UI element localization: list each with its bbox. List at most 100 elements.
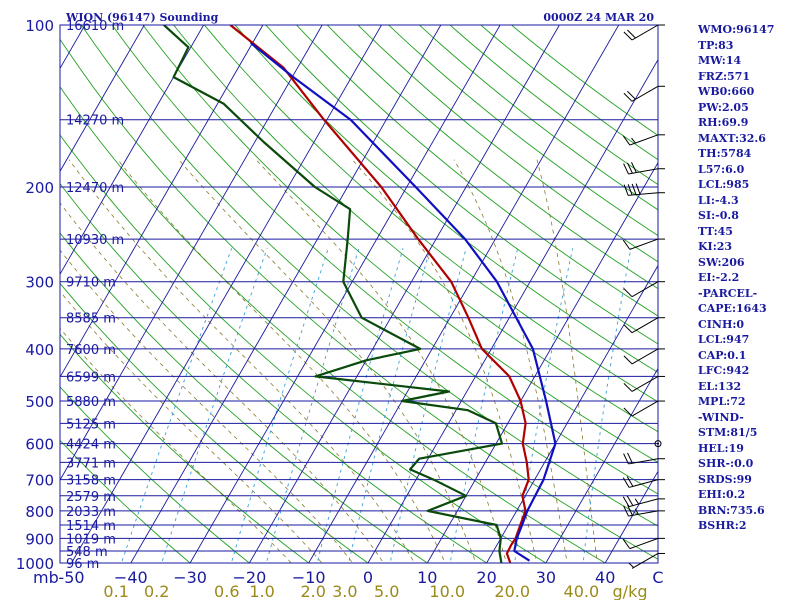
moist-adiabat [536,159,598,563]
pressure-label: 400 [25,341,54,359]
mixing-ratio-unit: g/kg [613,582,648,600]
index-item: CAP:0.1 [698,348,747,362]
isotherm [71,25,382,563]
pressure-label: 300 [25,274,54,292]
wind-barb [623,183,665,196]
sounding-datetime: 0000Z 24 MAR 20 [543,11,654,24]
height-label: 5125 m [66,417,116,432]
wind-barb [623,85,665,102]
index-item: CINH:0 [698,317,745,331]
temperature-tick-label: −10 [292,568,326,587]
index-item: BRN:735.6 [698,503,765,517]
index-item: HEL:19 [698,441,744,455]
pressure-label: 200 [25,179,54,197]
moist-adiabat [117,159,446,563]
isotherm [60,25,204,276]
height-label: 3771 m [66,456,116,471]
temperature-tick-label: −30 [173,568,207,587]
isotherm [60,25,323,481]
height-label: 4424 m [66,438,116,453]
mixing-ratio-line [348,248,431,563]
height-label: 5880 m [66,395,116,410]
index-item: L57:6.0 [698,162,745,176]
dry-adiabat [326,25,658,290]
moist-adiabat [60,202,385,563]
height-label: 548 m [66,545,108,560]
dry-adiabat [295,25,658,317]
moist-adiabat [453,159,568,563]
y-unit-label: mb [33,568,59,587]
height-label: 6599 m [66,370,116,385]
index-item: WMO:96147 [698,23,775,36]
dewpoint-profile [163,25,504,563]
index-item: RH:69.9 [698,116,749,129]
stability-indices-panel: WMO:96147 TP:83 MW:14 FRZ:571 WB0:660 PW:2.05… [698,22,774,534]
pressure-label: 500 [25,393,54,411]
isotherm [486,264,658,563]
mixing-ratio-label: 20.0 [494,582,530,600]
wind-barb [623,504,665,517]
wind-barb [623,452,665,465]
isotherm [604,470,658,563]
dry-adiabat [60,232,429,563]
index-item: BSHR:2 [698,519,747,532]
mixing-ratio-line [265,248,360,563]
mixing-ratio-label: 0.1 [103,582,128,600]
index-item: EL:132 [698,379,742,393]
index-item: MAXT:32.6 [698,131,766,145]
dry-adiabat [357,25,658,263]
wind-barb [623,375,665,392]
temperature-tick-label: 0 [363,568,373,587]
dry-adiabat [449,25,658,186]
wind-barb [623,24,665,41]
moist-adiabat [255,159,507,563]
temperature-tick-label: C [652,568,663,587]
dry-adiabat [388,25,658,237]
dry-adiabat [480,25,658,161]
height-label: 1019 m [66,532,116,547]
index-item: CAPE:1643 [698,302,767,315]
dry-adiabat [142,25,658,463]
index-item: STM:81/5 [698,426,758,439]
temperature-profile [229,25,530,563]
pressure-label: 100 [25,17,54,35]
wind-barb [622,537,665,550]
dry-adiabat [60,439,191,563]
pressure-label: 600 [25,436,54,454]
moist-adiabat [178,159,477,563]
mixing-ratio-label: 0.6 [214,582,239,600]
dry-adiabat [60,386,251,563]
temperature-tick-label: -50 [58,568,84,587]
height-label: 8585 m [66,312,116,327]
temperature-tick-label: 20 [476,568,496,587]
dry-adiabat [203,25,658,403]
wind-barb [628,552,665,569]
index-item: WB0:660 [698,85,755,98]
index-item: KI:23 [698,240,733,253]
index-item: SI:-0.8 [698,209,739,222]
wind-barb [622,238,665,250]
plot-frame [59,24,659,564]
moist-adiabat [60,249,354,563]
height-label: 2033 m [66,505,116,520]
pressure-label: 1000 [16,555,54,573]
isotherm [426,161,658,563]
index-item: TT:45 [698,224,733,238]
mixing-ratio-line [389,248,467,563]
height-label: 16610 m [66,19,124,34]
isotherm [367,58,658,563]
index-item: EI:-2.2 [698,271,740,284]
dry-adiabat [60,282,369,563]
temperature-tick-label: 40 [595,568,615,587]
dry-adiabat [60,134,547,563]
height-label: 3158 m [66,474,116,489]
index-item: LI:-4.3 [698,193,739,207]
isotherm [130,25,442,563]
mixing-ratio-line [316,248,404,563]
pressure-label: 800 [25,503,54,521]
mixing-ratio-label: 2.0 [300,582,325,600]
mixing-ratio-line [230,248,329,563]
wind-barb [622,495,665,508]
mixing-ratio-label: 10.0 [429,582,465,600]
